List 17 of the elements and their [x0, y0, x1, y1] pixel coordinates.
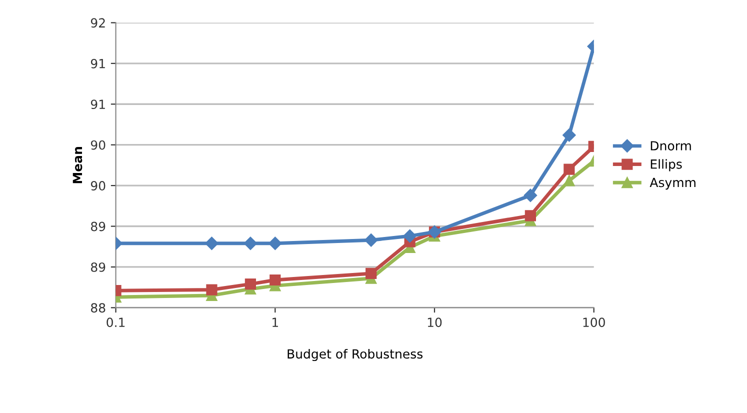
- y-tick-label: 91: [90, 58, 105, 68]
- legend-label: Asymm: [650, 178, 696, 190]
- x-tick-label: 100: [583, 318, 605, 328]
- y-axis-title: Mean: [72, 147, 82, 184]
- legend-label: Ellips: [650, 159, 682, 172]
- y-tick-label: 89: [91, 262, 106, 272]
- x-tick-label: 0.1: [106, 318, 125, 328]
- y-tick-label: 88: [91, 303, 106, 313]
- y-tick-label: 91: [90, 100, 105, 110]
- y-tick-label: 89: [91, 222, 106, 232]
- x-axis-title: Budget of Robustness: [288, 348, 423, 362]
- x-tick-label: 10: [428, 318, 442, 328]
- y-tick-label: 90: [90, 140, 106, 150]
- y-tick-label: 90: [90, 181, 106, 190]
- legend-label: Dnorm: [650, 141, 691, 150]
- x-tick-label: 1: [272, 318, 278, 327]
- y-tick-label: 92: [90, 18, 105, 28]
